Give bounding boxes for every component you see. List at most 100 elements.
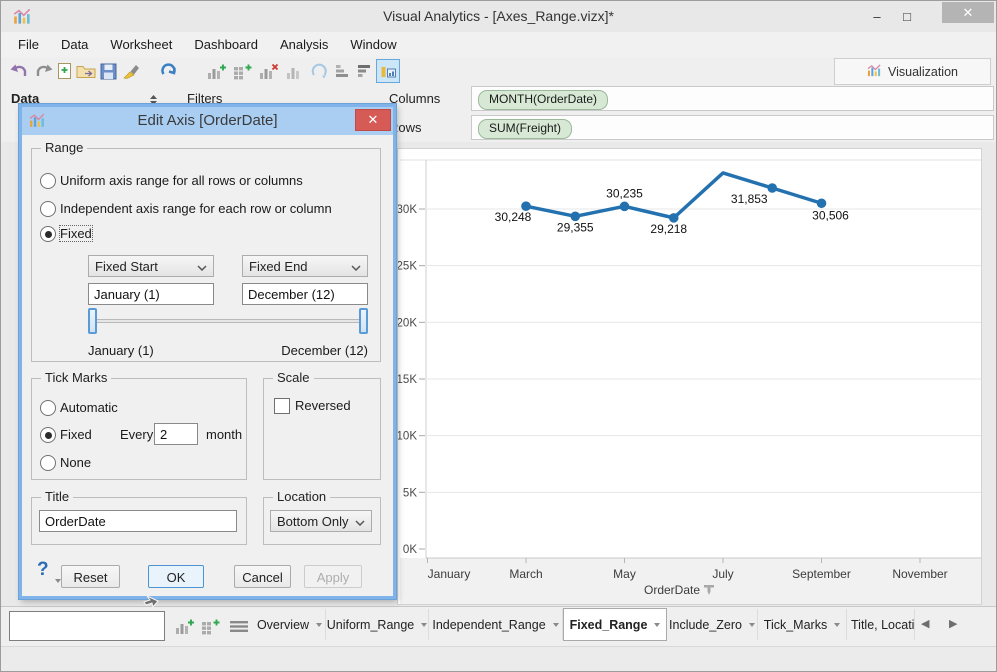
radio-independent-range-label[interactable]: Independent axis range for each row or c… [60, 201, 332, 216]
data-point[interactable] [521, 201, 531, 211]
tab-tick-marks[interactable]: Tick_Marks [758, 609, 847, 640]
ok-button[interactable]: OK [148, 565, 204, 588]
help-button[interactable]: ? [37, 559, 49, 580]
rows-shelf[interactable]: SUM(Freight) [471, 115, 994, 140]
new-chart-icon[interactable] [173, 614, 197, 638]
dialog-close-button[interactable]: ✕ [355, 109, 391, 131]
radio-ticks-fixed[interactable] [40, 427, 56, 443]
radio-fixed-range-label[interactable]: Fixed [59, 225, 93, 242]
reversed-checkbox-label[interactable]: Reversed [295, 398, 351, 413]
open-folder-icon[interactable] [74, 59, 98, 83]
title-group: Title [31, 489, 247, 545]
cancel-button[interactable]: Cancel [234, 565, 291, 588]
location-dropdown[interactable]: Bottom Only [270, 510, 372, 532]
menu-analysis[interactable]: Analysis [279, 37, 329, 52]
data-point[interactable] [668, 213, 679, 223]
radio-ticks-automatic[interactable] [40, 400, 56, 416]
tab-fixed-range[interactable]: Fixed_Range [563, 608, 667, 641]
radio-ticks-fixed-label[interactable]: Fixed [60, 427, 92, 442]
visualization-tab[interactable]: Visualization [834, 58, 991, 85]
columns-pill[interactable]: MONTH(OrderDate) [478, 90, 609, 111]
radio-independent-range[interactable] [40, 201, 56, 217]
x-tick-label: November [892, 567, 947, 581]
radio-ticks-none-label[interactable]: None [60, 455, 92, 470]
tab-label: Title, Location [851, 617, 915, 632]
scale-group: Scale Reversed [263, 370, 381, 480]
chevron-down-icon [748, 622, 755, 627]
name-box-input[interactable] [9, 611, 165, 641]
tab-label: Tick_Marks [763, 617, 828, 632]
tab-include-zero[interactable]: Include_Zero [667, 609, 758, 640]
save-icon[interactable] [96, 59, 120, 83]
data-point[interactable] [619, 201, 630, 212]
fixed-end-input[interactable] [242, 283, 368, 305]
y-tick-label: 20K [398, 317, 417, 329]
refresh-icon[interactable] [157, 59, 181, 83]
data-panel-collapse-icon[interactable] [149, 93, 158, 111]
bottom-bar: Overview Uniform_Range Independent_Range… [1, 606, 996, 646]
help-dropdown-icon[interactable] [55, 570, 61, 588]
data-point[interactable] [767, 183, 778, 193]
new-crosstab-icon[interactable] [199, 614, 223, 638]
chart-type-selected-icon[interactable] [376, 59, 400, 83]
data-point[interactable] [816, 198, 827, 209]
line-chart: 0K 5K 10K 15K 20K 25K 30K January March May July Se… [397, 159, 981, 604]
x-axis-title: OrderDate [644, 583, 700, 597]
dialog-title-bar[interactable]: Edit Axis [OrderDate] ✕ [22, 107, 393, 135]
chart-options-icon[interactable] [282, 59, 306, 83]
range-slider-handle-end[interactable] [359, 308, 368, 334]
data-point[interactable] [570, 211, 581, 222]
visualization-label: Visualization [888, 64, 958, 79]
mouse-cursor [143, 595, 159, 614]
fixed-start-dropdown[interactable]: Fixed Start [88, 255, 214, 277]
axis-title-input[interactable] [39, 510, 237, 532]
format-brush-icon[interactable] [119, 59, 143, 83]
tick-interval-input[interactable] [154, 423, 198, 445]
fixed-start-input[interactable] [88, 283, 214, 305]
minimize-button[interactable]: – [862, 6, 892, 26]
rows-pill[interactable]: SUM(Freight) [478, 119, 573, 140]
columns-shelf[interactable]: MONTH(OrderDate) [471, 86, 994, 111]
y-tick-label: 30K [398, 204, 417, 216]
sort-descending-icon[interactable] [353, 59, 377, 83]
tab-overview[interactable]: Overview [254, 609, 326, 640]
chart-panel: 0K 5K 10K 15K 20K 25K 30K January March May July Se… [397, 148, 982, 605]
close-window-button[interactable]: ✕ [942, 2, 994, 23]
radio-uniform-range-label[interactable]: Uniform axis range for all rows or colum… [60, 173, 303, 188]
fixed-end-dropdown[interactable]: Fixed End [242, 255, 368, 277]
menu-window[interactable]: Window [350, 37, 397, 52]
range-slider-track[interactable] [92, 319, 364, 323]
radio-ticks-none[interactable] [40, 455, 56, 471]
radio-uniform-range[interactable] [40, 173, 56, 189]
data-point-label: 30,248 [495, 210, 532, 224]
chevron-down-icon [552, 622, 559, 627]
menu-worksheet[interactable]: Worksheet [110, 37, 173, 52]
sort-ascending-icon[interactable] [331, 59, 355, 83]
swap-axes-icon[interactable] [307, 59, 331, 83]
menu-dashboard[interactable]: Dashboard [194, 37, 258, 52]
data-point-label: 30,235 [606, 186, 643, 200]
reset-button[interactable]: Reset [61, 565, 120, 588]
tab-scroll-right-icon[interactable]: ▶ [949, 618, 958, 630]
redo-icon[interactable] [31, 59, 55, 83]
maximize-button[interactable]: □ [892, 6, 922, 26]
sheet-list-icon[interactable] [227, 614, 251, 638]
add-crosstab-icon[interactable] [231, 59, 255, 83]
reversed-checkbox[interactable] [274, 398, 290, 414]
tab-uniform-range[interactable]: Uniform_Range [326, 609, 429, 640]
range-slider-handle-start[interactable] [88, 308, 97, 334]
apply-button[interactable]: Apply [304, 565, 362, 588]
menu-file[interactable]: File [18, 37, 39, 52]
tab-title-location[interactable]: Title, Location [847, 609, 915, 640]
undo-icon[interactable] [7, 59, 31, 83]
radio-fixed-range[interactable] [40, 226, 56, 242]
menu-data[interactable]: Data [60, 37, 89, 52]
add-chart-icon[interactable] [205, 59, 229, 83]
chevron-down-icon [654, 622, 661, 627]
title-legend: Title [41, 489, 74, 504]
new-document-icon[interactable] [53, 59, 77, 83]
tab-scroll-left-icon[interactable]: ◀ [921, 618, 930, 630]
tab-independent-range[interactable]: Independent_Range [429, 609, 563, 640]
radio-ticks-automatic-label[interactable]: Automatic [60, 400, 118, 415]
remove-chart-icon[interactable] [257, 59, 281, 83]
